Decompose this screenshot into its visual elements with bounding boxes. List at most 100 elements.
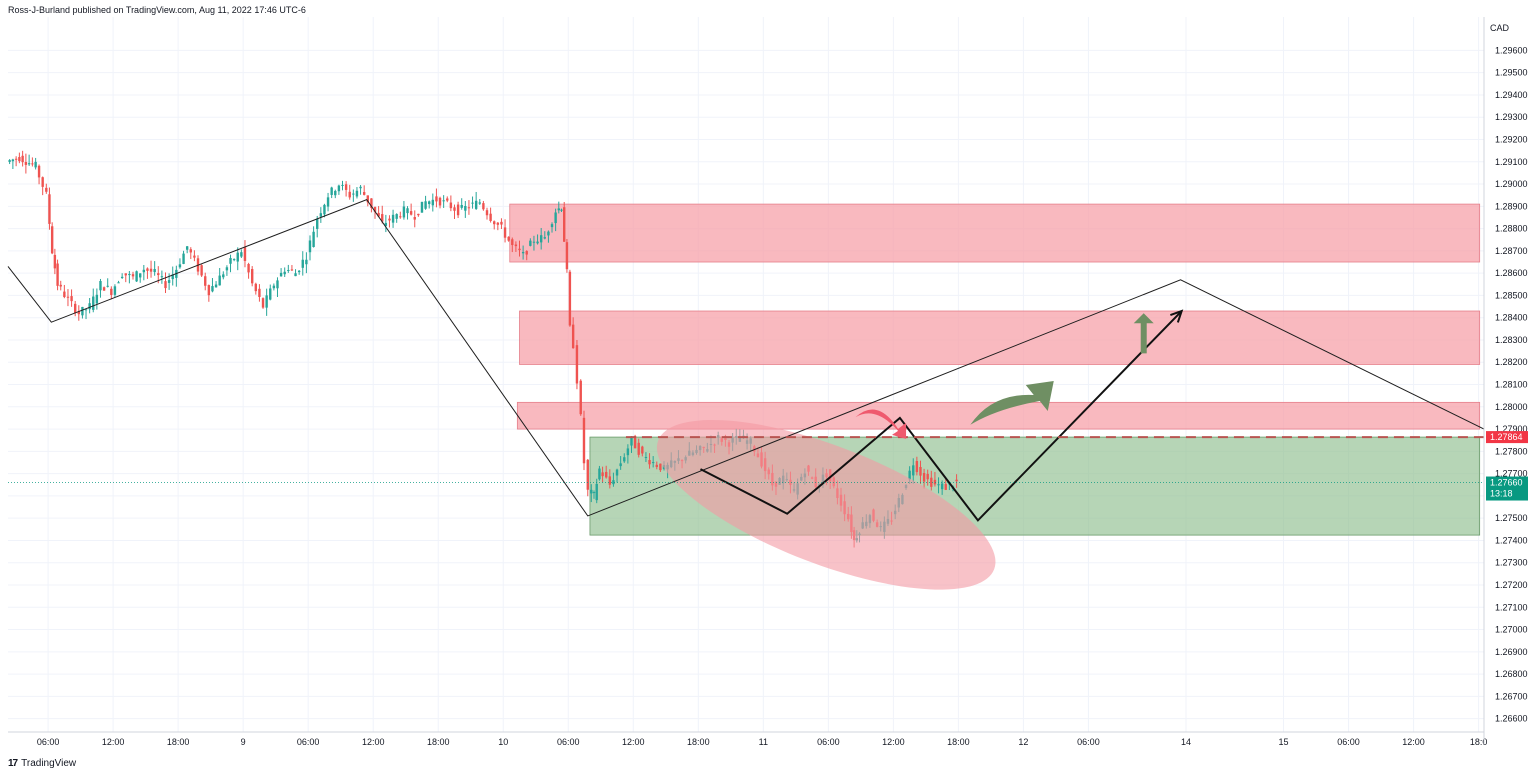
candle-body xyxy=(922,473,926,482)
y-tick-label: 1.29400 xyxy=(1495,90,1528,100)
candle-body xyxy=(446,198,449,201)
candle-body xyxy=(207,285,211,296)
x-tick-label: 10 xyxy=(498,737,508,747)
candle-body xyxy=(34,161,37,168)
candle-body xyxy=(326,197,330,207)
candle-body xyxy=(50,226,54,254)
candle-body xyxy=(955,479,958,482)
candle-body xyxy=(554,212,557,224)
candle-countdown-label: 13:18 xyxy=(1490,489,1513,499)
candle-body xyxy=(59,284,62,287)
candle-body xyxy=(395,214,398,219)
candle-body xyxy=(294,273,297,277)
candle-body xyxy=(651,462,655,464)
candle-body xyxy=(178,264,182,268)
candle-body xyxy=(615,469,619,476)
candle-body xyxy=(92,296,95,310)
candle-body xyxy=(153,268,156,273)
candle-body xyxy=(453,207,456,211)
candle-body xyxy=(482,203,485,210)
candle-body xyxy=(272,285,276,289)
last-price-badge xyxy=(1486,476,1528,501)
resistance-zone xyxy=(509,203,1481,263)
candle-body xyxy=(399,216,402,218)
candle-body xyxy=(641,446,644,454)
attribution-text: Ross-J-Burland published on TradingView.… xyxy=(8,5,306,15)
candle-body xyxy=(157,273,160,276)
candle-body xyxy=(308,240,312,253)
x-tick-label: 18:0 xyxy=(1470,737,1488,747)
candle-body xyxy=(214,284,218,288)
candle-body xyxy=(944,484,947,490)
candle-body xyxy=(563,207,566,242)
candle-body xyxy=(95,294,99,304)
candle-body xyxy=(626,448,630,456)
candle-body xyxy=(370,198,373,208)
currency-label: CAD xyxy=(1490,23,1510,33)
candle-body xyxy=(301,259,304,268)
candle-body xyxy=(297,270,301,273)
candle-body xyxy=(41,177,44,187)
candle-body xyxy=(930,477,933,487)
candle-body xyxy=(164,281,167,289)
candle-body xyxy=(283,271,286,275)
candle-body xyxy=(388,218,391,221)
candle-body xyxy=(102,287,106,291)
candle-body xyxy=(290,269,294,271)
y-tick-label: 1.29100 xyxy=(1495,157,1528,167)
x-tick-label: 18:00 xyxy=(167,737,190,747)
y-tick-label: 1.27900 xyxy=(1495,424,1528,434)
candle-body xyxy=(135,271,138,282)
tradingview-footer[interactable]: 17 TradingView xyxy=(8,758,76,769)
candle-body xyxy=(240,252,243,257)
x-tick-label: 06:00 xyxy=(1337,737,1360,747)
x-tick-label: 06:00 xyxy=(37,737,60,747)
y-tick-label: 1.28500 xyxy=(1495,290,1528,300)
candle-body xyxy=(279,272,283,277)
candle-body xyxy=(204,276,207,286)
candle-body xyxy=(14,158,18,160)
candle-body xyxy=(571,324,575,349)
candle-body xyxy=(149,268,153,272)
y-tick-label: 1.28200 xyxy=(1495,357,1528,367)
candle-body xyxy=(120,276,124,278)
candle-body xyxy=(507,236,510,241)
y-tick-label: 1.28700 xyxy=(1495,246,1528,256)
candle-body xyxy=(27,163,31,165)
x-tick-label: 14 xyxy=(1181,737,1191,747)
tradingview-logo-icon: 17 xyxy=(8,758,18,769)
candle-body xyxy=(623,457,626,462)
candle-body xyxy=(402,206,406,218)
green-up-arrow xyxy=(1133,313,1154,354)
candle-body xyxy=(539,235,543,243)
x-tick-label: 15 xyxy=(1279,737,1289,747)
candle-body xyxy=(352,193,355,195)
candle-body xyxy=(287,269,290,271)
candle-body xyxy=(655,464,658,467)
candle-body xyxy=(254,283,258,292)
y-tick-label: 1.29200 xyxy=(1495,135,1528,145)
candle-body xyxy=(160,276,164,278)
x-tick-label: 12:00 xyxy=(882,737,905,747)
grid xyxy=(8,17,1484,732)
projection-arrowhead xyxy=(1170,309,1184,323)
candle-body xyxy=(413,217,416,220)
candle-body xyxy=(348,191,351,198)
y-tick-label: 1.27400 xyxy=(1495,535,1528,545)
candle-body xyxy=(265,295,268,308)
y-tick-label: 1.27200 xyxy=(1495,580,1528,590)
drawings xyxy=(7,199,1485,590)
candle-body xyxy=(496,222,500,225)
candle-body xyxy=(316,218,319,229)
y-tick-label: 1.26700 xyxy=(1495,691,1528,701)
candle-body xyxy=(532,241,536,243)
x-tick-label: 11 xyxy=(759,737,768,747)
candle-body xyxy=(11,159,15,162)
candle-body xyxy=(276,280,279,289)
candle-body xyxy=(334,190,337,196)
y-tick-label: 1.27000 xyxy=(1495,625,1528,635)
x-tick-label: 12:00 xyxy=(1402,737,1425,747)
candle-body xyxy=(592,492,596,494)
candle-body xyxy=(319,213,323,217)
